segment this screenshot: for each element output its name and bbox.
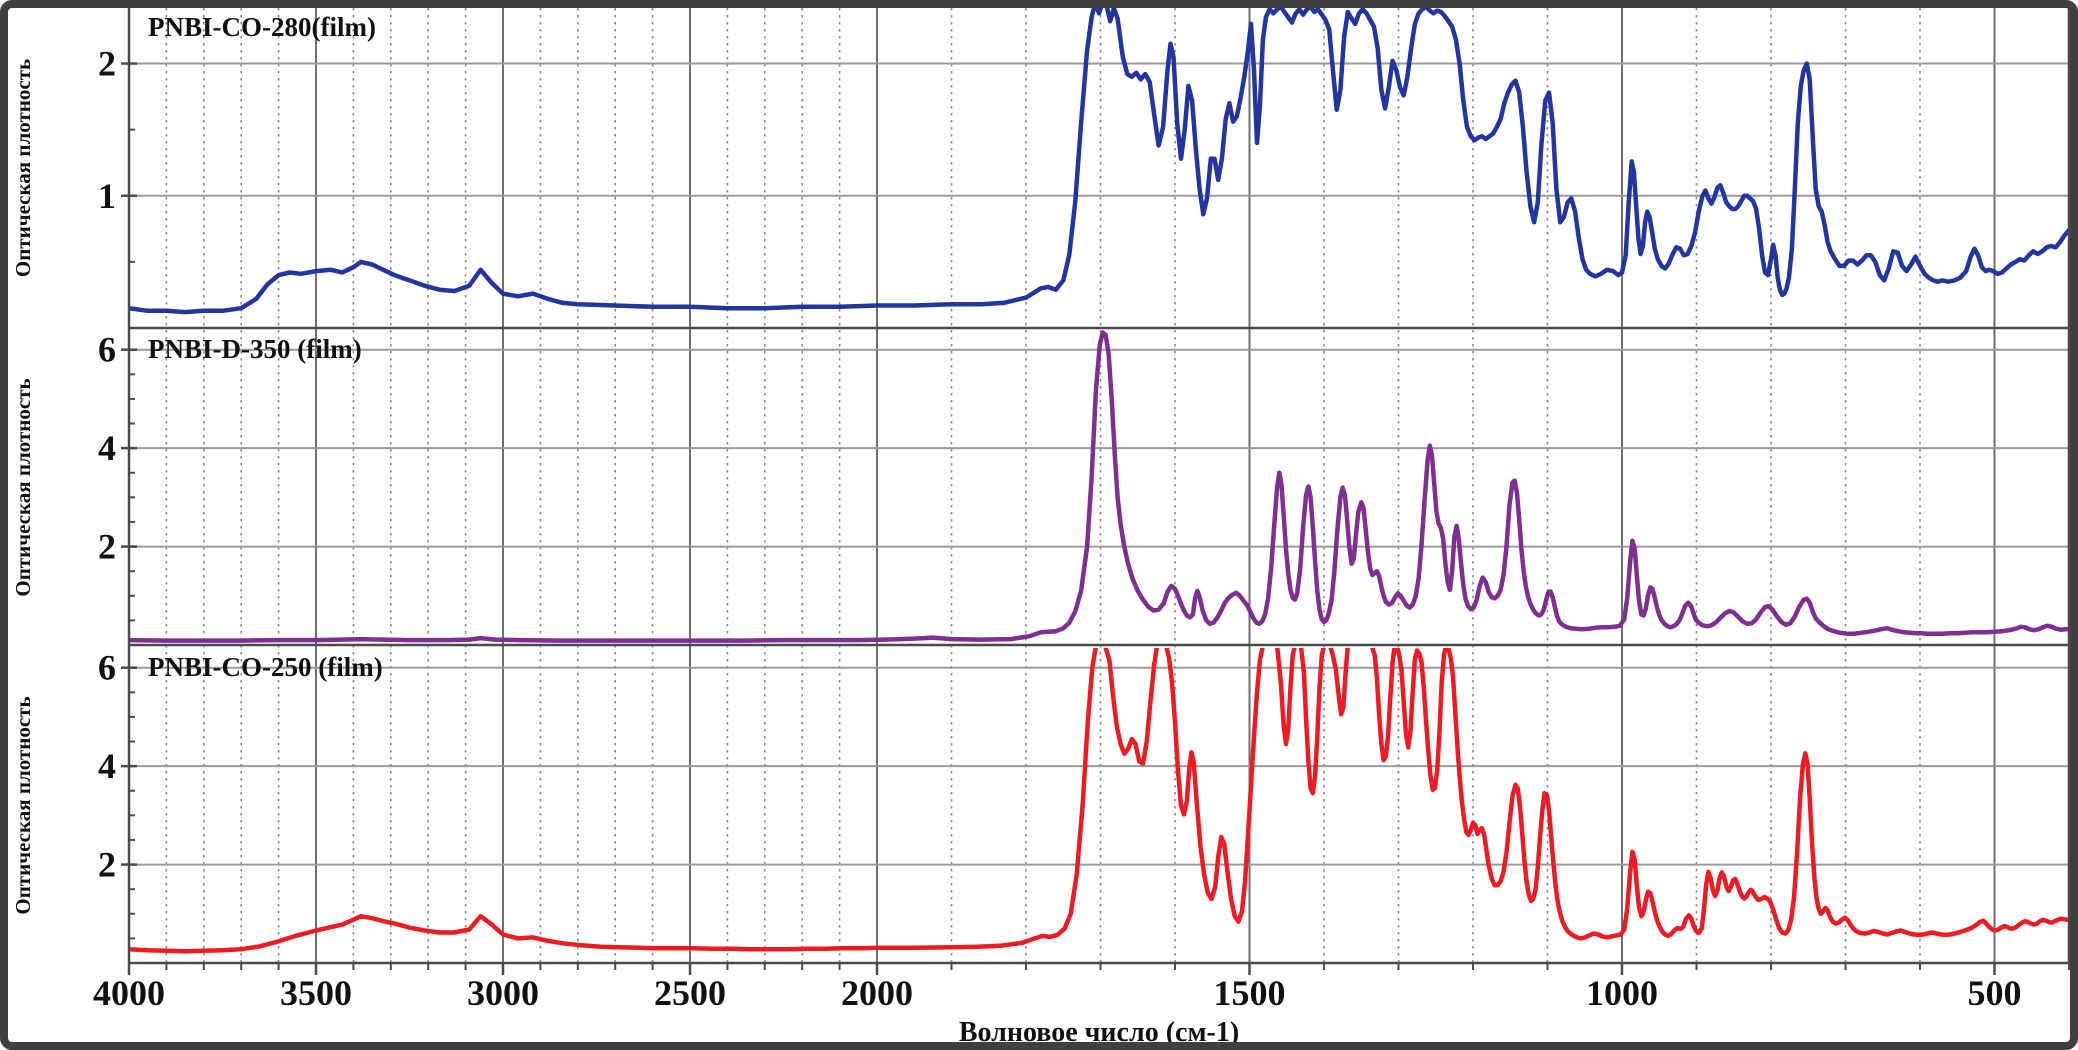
- y-tick-label: 2: [98, 527, 116, 567]
- x-tick-label: 500: [1968, 973, 2022, 1013]
- x-tick-label: 2000: [841, 973, 913, 1013]
- x-tick-label: 4000: [93, 973, 165, 1013]
- x-tick-label: 2500: [654, 973, 726, 1013]
- y-tick-label: 1: [98, 176, 116, 216]
- spectrum-line-2: [129, 330, 2069, 643]
- y-tick-label: 4: [98, 746, 116, 786]
- y-tick-label: 4: [98, 428, 116, 468]
- spectrum-line-1: [129, 8, 2069, 315]
- panel-label: PNBI-CO-280(film): [148, 12, 376, 42]
- y-tick-label: 6: [98, 330, 116, 370]
- x-tick-label: 3000: [467, 973, 539, 1013]
- x-tick-label: 1500: [1214, 973, 1286, 1013]
- y-tick-label: 2: [98, 44, 116, 84]
- y-axis-title: Оптическая плотность: [11, 59, 35, 277]
- x-tick-label: 1000: [1586, 973, 1658, 1013]
- panel-label: PNBI-CO-250 (film): [148, 652, 383, 682]
- x-tick-label: 3500: [280, 973, 352, 1013]
- y-axis-title: Оптическая плотность: [11, 696, 35, 914]
- panel-label: PNBI-D-350 (film): [148, 334, 362, 364]
- y-tick-label: 2: [98, 845, 116, 885]
- y-axis-title: Оптическая плотность: [11, 378, 35, 596]
- spectrum-line-3: [129, 648, 2069, 954]
- y-tick-label: 6: [98, 648, 116, 688]
